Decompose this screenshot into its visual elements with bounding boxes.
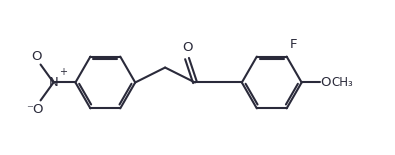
- Text: N: N: [49, 76, 58, 89]
- Text: CH₃: CH₃: [331, 76, 353, 89]
- Text: O: O: [182, 41, 192, 54]
- Text: +: +: [59, 67, 67, 77]
- Text: ⁻O: ⁻O: [26, 103, 43, 116]
- Text: O: O: [321, 76, 331, 89]
- Text: F: F: [290, 38, 297, 51]
- Text: O: O: [31, 50, 42, 63]
